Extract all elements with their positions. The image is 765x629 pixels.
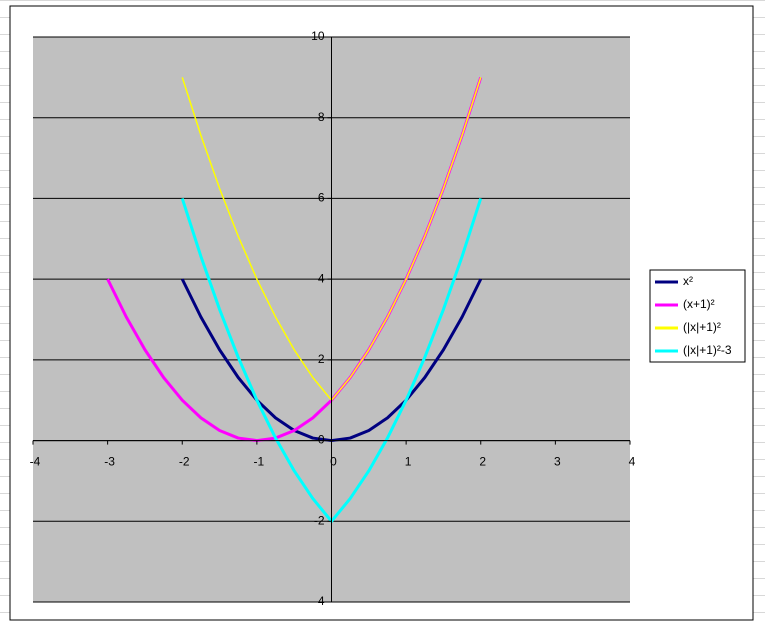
legend-label: (|x|+1)² bbox=[683, 320, 721, 334]
x-tick-label: 3 bbox=[554, 455, 561, 469]
y-tick-label: 0 bbox=[318, 433, 325, 447]
legend-items: x² (x+1)² (|x|+1)² (|x|+1)²-3 bbox=[655, 274, 732, 357]
x-tick-label: 0 bbox=[330, 455, 337, 469]
y-tick-label: -4 bbox=[314, 594, 325, 608]
y-tick-label: 4 bbox=[318, 271, 325, 285]
y-tick-label: 10 bbox=[311, 29, 325, 43]
x-tick-label: -3 bbox=[104, 455, 115, 469]
x-tick-label: 2 bbox=[479, 455, 486, 469]
axes: -4 -2 0 2 4 6 8 10 -4 -3 -2 -1 0 1 2 3 4 bbox=[30, 29, 636, 608]
legend-label: (|x|+1)²-3 bbox=[683, 343, 732, 357]
y-tick-label: 6 bbox=[318, 191, 325, 205]
x-tick-label: 1 bbox=[405, 455, 412, 469]
x-tick-label: 4 bbox=[629, 455, 636, 469]
y-tick-label: 2 bbox=[318, 352, 325, 366]
y-tick-label: -2 bbox=[314, 513, 325, 527]
legend-label: x² bbox=[683, 274, 693, 288]
x-tick-label: -4 bbox=[30, 455, 41, 469]
x-tick-label: -1 bbox=[254, 455, 265, 469]
x-tick-label: -2 bbox=[179, 455, 190, 469]
y-tick-label: 8 bbox=[318, 110, 325, 124]
legend-label: (x+1)² bbox=[683, 297, 715, 311]
legend bbox=[649, 269, 746, 363]
